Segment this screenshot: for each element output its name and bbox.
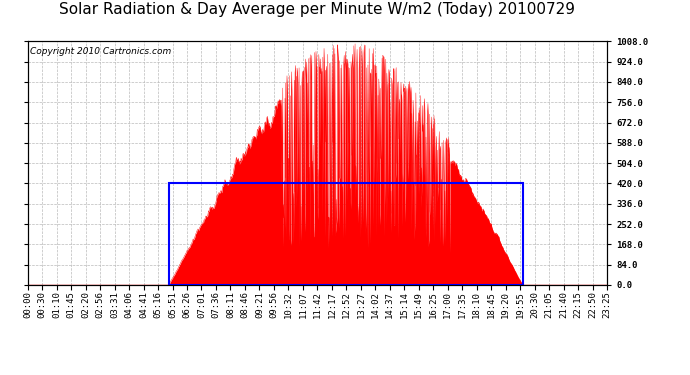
- Text: Copyright 2010 Cartronics.com: Copyright 2010 Cartronics.com: [30, 47, 172, 56]
- Text: Solar Radiation & Day Average per Minute W/m2 (Today) 20100729: Solar Radiation & Day Average per Minute…: [59, 2, 575, 17]
- Bar: [169, 183, 523, 285]
